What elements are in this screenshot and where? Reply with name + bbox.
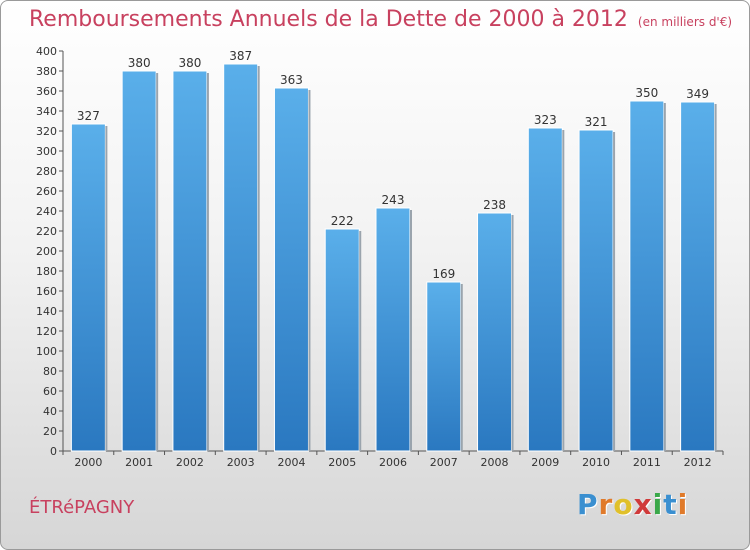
value-label-2003: 387	[229, 49, 252, 63]
y-tick-label: 300	[36, 145, 57, 158]
proxiti-logo: Proxiti	[577, 488, 688, 521]
x-tick-label-2001: 2001	[125, 456, 153, 469]
y-tick-label: 140	[36, 305, 57, 318]
chart-value-labels: 327 380 380 387 363 222 243 169 238 323 321 350 349	[77, 49, 709, 281]
x-tick-label-2007: 2007	[430, 456, 458, 469]
value-label-2012: 349	[686, 87, 709, 101]
bar-shadow	[156, 73, 159, 451]
logo-letter: o	[613, 488, 634, 521]
y-tick-label: 200	[36, 245, 57, 258]
bar-shadow	[308, 90, 311, 451]
bar-2004	[273, 87, 309, 452]
bar-shadow	[613, 132, 616, 451]
bar-shadow	[460, 284, 463, 451]
bar-2012	[680, 101, 716, 452]
y-tick-label: 80	[43, 365, 57, 378]
bar-shadow	[511, 215, 514, 451]
chart-axes: 0 20 40 60 80 100 120 140 160 180 200 220 240 260 280 3…	[36, 45, 724, 469]
bar-2008	[477, 212, 513, 452]
value-label-2000: 327	[77, 109, 100, 123]
bar-2003	[223, 63, 259, 452]
chart-title-text: Remboursements Annuels de la Dette de 20…	[29, 7, 628, 32]
x-tick-label-2005: 2005	[328, 456, 356, 469]
value-label-2004: 363	[280, 73, 303, 87]
y-tick-label: 240	[36, 205, 57, 218]
value-label-2001: 380	[128, 56, 151, 70]
y-tick-label: 320	[36, 125, 57, 138]
y-tick-label: 360	[36, 85, 57, 98]
logo-letter: i	[652, 488, 664, 521]
x-tick-label-2010: 2010	[582, 456, 610, 469]
y-tick-label: 20	[43, 425, 57, 438]
value-label-2006: 243	[382, 193, 405, 207]
logo-letter: P	[577, 488, 599, 521]
y-tick-label: 60	[43, 385, 57, 398]
x-tick-label-2000: 2000	[74, 456, 102, 469]
y-tick-label: 340	[36, 105, 57, 118]
y-tick-label: 380	[36, 65, 57, 78]
y-tick-label: 260	[36, 185, 57, 198]
value-label-2005: 222	[331, 214, 354, 228]
logo-letter: i	[677, 488, 689, 521]
bar-shadow	[562, 130, 565, 451]
bar-2005	[324, 228, 360, 452]
value-label-2010: 321	[585, 115, 608, 129]
bar-2000	[70, 123, 106, 452]
x-tick-label-2006: 2006	[379, 456, 407, 469]
value-label-2007: 169	[432, 267, 455, 281]
y-tick-label: 100	[36, 345, 57, 358]
bar-shadow	[714, 104, 717, 451]
bar-2006	[375, 207, 411, 452]
y-tick-label: 0	[50, 445, 57, 458]
y-tick-label: 280	[36, 165, 57, 178]
bar-2010	[578, 129, 614, 452]
bar-2007	[426, 281, 462, 452]
x-tick-label-2002: 2002	[176, 456, 204, 469]
x-tick-label-2011: 2011	[633, 456, 661, 469]
y-tick-label: 180	[36, 265, 57, 278]
chart-unit: (en milliers d'€)	[637, 15, 733, 29]
bar-2009	[527, 127, 563, 452]
logo-letter: x	[633, 488, 653, 521]
value-label-2011: 350	[635, 86, 658, 100]
bar-2002	[172, 70, 208, 452]
logo-letter: r	[598, 488, 614, 521]
y-tick-label: 160	[36, 285, 57, 298]
x-tick-label-2009: 2009	[531, 456, 559, 469]
y-tick-label: 220	[36, 225, 57, 238]
value-label-2009: 323	[534, 113, 557, 127]
commune-name: ÉTRéPAGNY	[29, 497, 135, 518]
y-tick-label: 120	[36, 325, 57, 338]
value-label-2008: 238	[483, 198, 506, 212]
bar-shadow	[257, 66, 260, 451]
bar-shadow	[206, 73, 209, 451]
y-tick-label: 40	[43, 405, 57, 418]
bar-2011	[629, 100, 665, 452]
y-tick-label: 400	[36, 45, 57, 58]
bar-shadow	[359, 231, 362, 451]
x-tick-label-2012: 2012	[684, 456, 712, 469]
x-tick-label-2008: 2008	[481, 456, 509, 469]
chart-title: Remboursements Annuels de la Dette de 20…	[29, 7, 732, 32]
chart-bars	[70, 63, 717, 452]
bar-shadow	[663, 103, 666, 451]
x-tick-label-2003: 2003	[227, 456, 255, 469]
logo-letter: t	[663, 488, 678, 521]
bar-shadow	[410, 210, 412, 451]
value-label-2002: 380	[178, 56, 201, 70]
bar-2001	[121, 70, 157, 452]
bar-shadow	[105, 126, 108, 451]
x-tick-label-2004: 2004	[277, 456, 305, 469]
